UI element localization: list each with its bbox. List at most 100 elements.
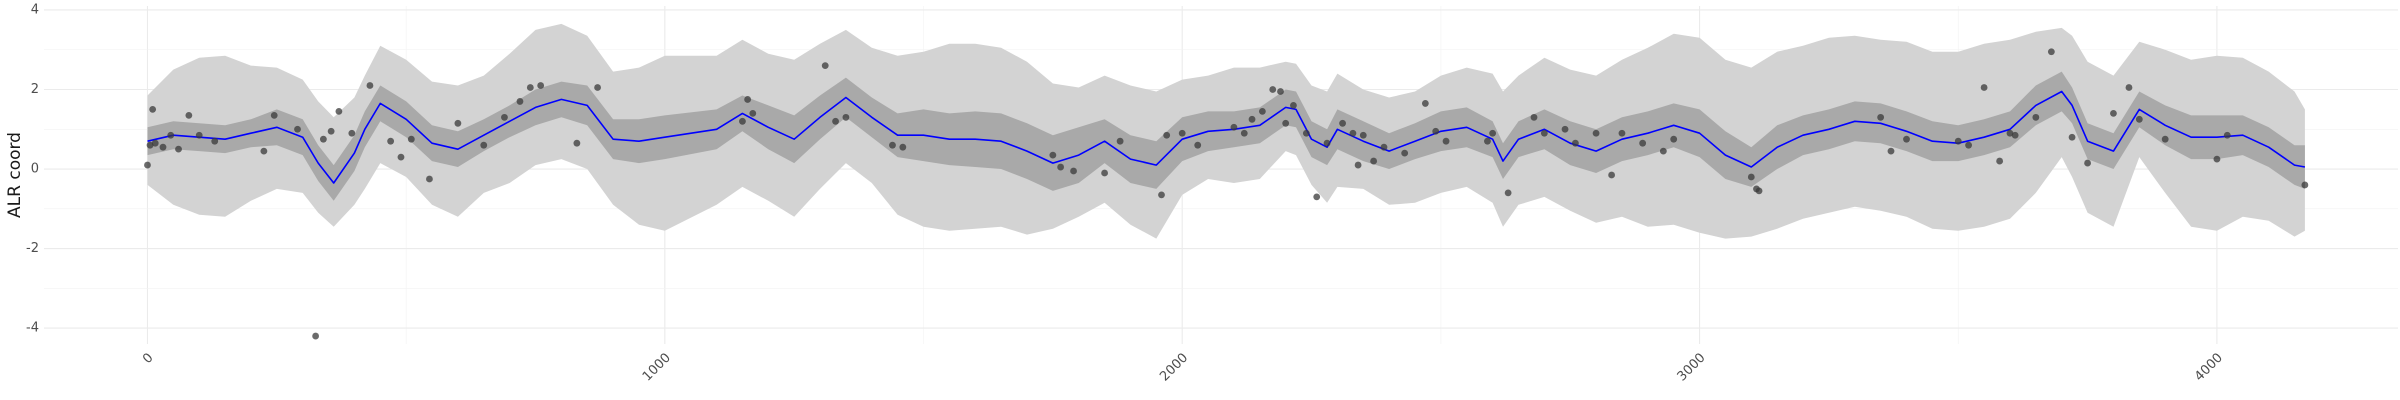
observation-point [260,147,268,155]
observation-point [1659,147,1667,155]
observation-point [387,137,395,145]
observation-point [594,84,601,91]
y-axis-ticks: -4 -2 0 2 4 [26,2,39,335]
observation-points [144,48,2309,340]
observation-point [1504,189,1512,197]
y-tick-label: 2 [31,82,39,97]
observation-point [1370,157,1378,165]
observation-point [1954,137,1962,145]
observation-point [426,175,433,183]
observation-point [2047,48,2055,56]
observation-point [1571,139,1579,147]
observation-point [1421,100,1429,107]
observation-point [2161,135,2169,143]
observation-point [832,117,839,125]
observation-point [1230,123,1238,131]
observation-point [1887,147,1895,155]
observation-point [2301,181,2309,189]
observation-point [2125,84,2133,91]
observation-point [1401,149,1409,157]
observation-point [185,111,193,119]
x-tick-label: 4000 [2192,350,2226,384]
observation-point [1158,191,1165,199]
observation-point [1980,84,1988,91]
observation-point [407,135,415,143]
mean-line-layer [147,90,2306,184]
observation-point [1996,157,2004,165]
observation-point [335,107,343,115]
observation-point [270,111,278,119]
observation-point [1282,119,1290,127]
observation-point [537,82,545,89]
observation-point [1639,139,1647,147]
observation-point [821,62,829,70]
x-axis-ticks: 0 1000 2000 3000 4000 [140,350,2226,384]
observation-point [1747,173,1755,181]
observation-point [1489,129,1497,137]
observation-point [146,141,154,149]
observation-point [167,131,175,139]
y-tick-label: -4 [26,321,39,336]
observation-point [319,135,327,143]
observation-point [1277,88,1284,95]
observation-point [749,109,757,117]
observation-point [744,96,752,103]
observation-point [2032,113,2040,121]
observation-point [1313,193,1321,201]
observation-point [1877,113,1885,121]
observation-point [2011,131,2019,139]
observation-point [1354,161,1362,169]
observation-point [516,98,524,105]
observation-point [2006,129,2014,137]
observation-point [144,161,151,169]
observation-point [1049,151,1057,159]
x-tick-label: 0 [140,350,156,366]
observation-point [312,332,320,340]
observation-point [1359,131,1367,139]
observation-point [211,137,219,145]
observation-point [2068,133,2076,141]
observation-point [1380,143,1388,151]
observation-point [2213,155,2221,163]
observation-point [1116,137,1124,145]
observation-point [2223,131,2231,139]
observation-point [526,84,534,91]
observation-point [1755,187,1763,195]
observation-point [195,131,203,139]
observation-point [501,113,508,121]
y-tick-label: -2 [26,241,39,256]
mean-line [147,90,2306,184]
observation-point [573,139,581,147]
observation-point [1965,141,1972,149]
observation-point [480,141,488,149]
observation-point [1349,129,1357,137]
observation-point [2084,159,2091,167]
inner-band [147,71,2305,201]
observation-point [1057,163,1065,171]
observation-point [1248,115,1256,123]
observation-point [366,82,374,89]
observation-point [159,143,167,151]
x-tick-label: 3000 [1675,350,1709,384]
observation-point [1240,129,1248,137]
x-tick-label: 1000 [640,350,674,384]
observation-point [1442,137,1450,145]
observation-point [1670,135,1678,143]
observation-point [1540,129,1548,137]
observation-point [1618,129,1626,137]
observation-point [739,117,746,125]
observation-point [294,125,301,133]
observation-point [348,129,356,137]
observation-point [1269,86,1277,93]
observation-point [1323,139,1331,147]
observation-point [1484,137,1491,145]
observation-point [1302,129,1310,137]
observation-point [1178,129,1186,137]
observation-point [889,141,896,149]
y-tick-label: 0 [31,162,39,177]
observation-point [397,153,405,161]
observation-point [327,127,335,135]
observation-point [1530,113,1538,121]
observation-point [454,119,462,127]
